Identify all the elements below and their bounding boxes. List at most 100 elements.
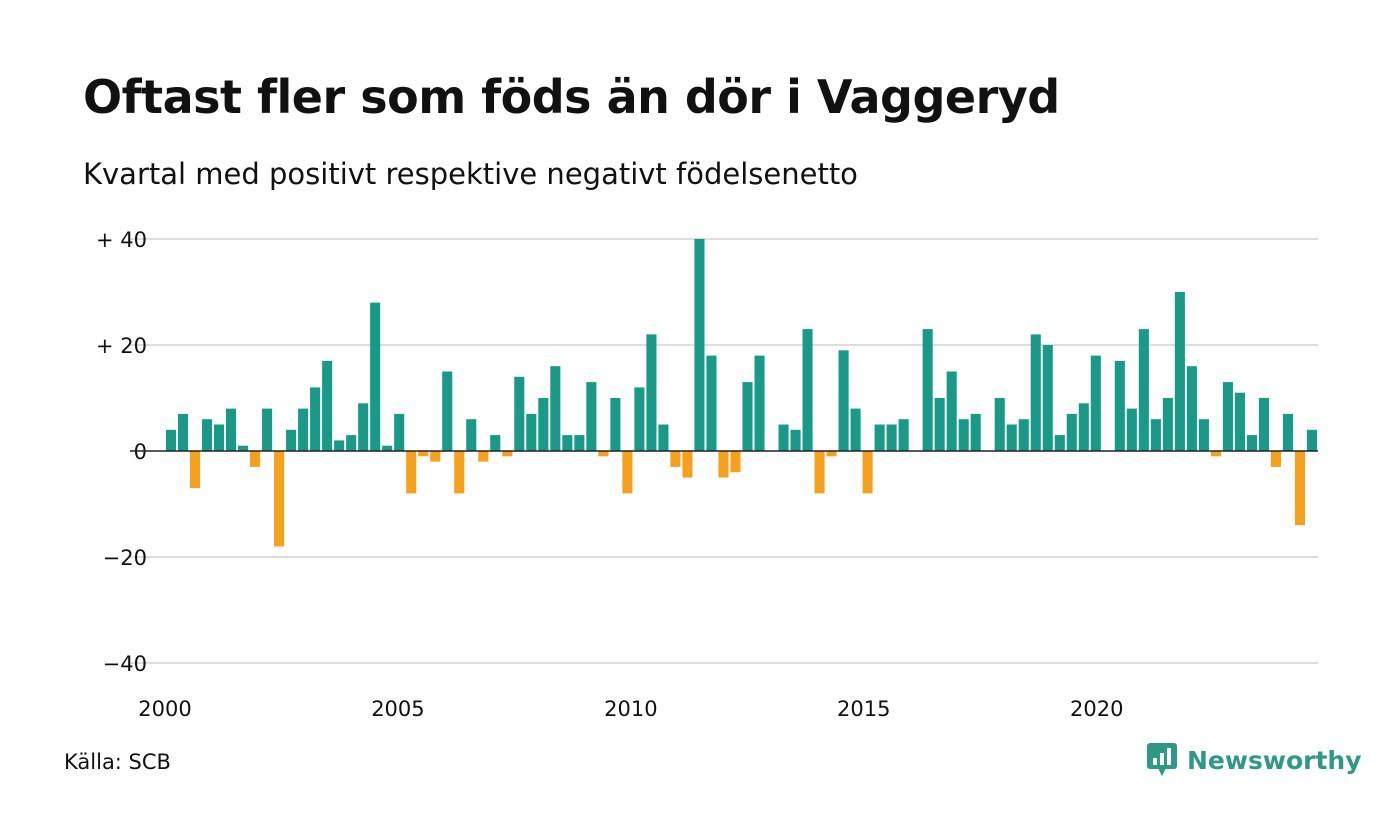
bar bbox=[550, 366, 561, 451]
bar bbox=[358, 403, 369, 451]
bar bbox=[778, 424, 789, 451]
y-tick-label: −40 bbox=[103, 652, 147, 676]
brand-name: Newsworthy bbox=[1187, 745, 1362, 775]
x-tick-label: 2020 bbox=[1070, 697, 1123, 721]
bar bbox=[1054, 435, 1065, 451]
bar bbox=[466, 419, 477, 451]
bar bbox=[478, 451, 489, 462]
bar bbox=[958, 419, 969, 451]
bars bbox=[165, 239, 1318, 547]
bar bbox=[1186, 366, 1197, 451]
bar bbox=[1222, 382, 1233, 451]
bar bbox=[490, 435, 501, 451]
bar bbox=[682, 451, 693, 478]
bar bbox=[502, 451, 513, 457]
bar bbox=[1114, 360, 1125, 451]
bar bbox=[670, 451, 681, 467]
bar bbox=[1294, 451, 1306, 526]
bar bbox=[862, 451, 873, 494]
source-label: Källa: SCB bbox=[64, 750, 171, 774]
bar bbox=[165, 429, 177, 451]
bar bbox=[1126, 408, 1137, 451]
y-tick-label: + 40 bbox=[96, 228, 147, 252]
bar bbox=[1138, 329, 1149, 451]
bar bbox=[718, 451, 729, 478]
bar bbox=[838, 350, 849, 451]
bar bbox=[1306, 429, 1318, 451]
brand-logo: Newsworthy bbox=[1147, 743, 1362, 777]
bar bbox=[802, 329, 813, 451]
bar bbox=[970, 413, 981, 451]
bar bbox=[177, 413, 189, 451]
y-tick-label: 0 bbox=[134, 440, 147, 464]
bar bbox=[514, 376, 525, 451]
bar bbox=[382, 445, 393, 451]
bar bbox=[322, 360, 333, 451]
bar bbox=[310, 387, 321, 451]
bar bbox=[1090, 355, 1101, 451]
bar bbox=[754, 355, 765, 451]
bar bbox=[598, 451, 609, 457]
bar bbox=[274, 451, 285, 547]
bar bbox=[874, 424, 885, 451]
grid-lines bbox=[130, 238, 1318, 664]
bar bbox=[1234, 392, 1245, 451]
bar bbox=[922, 329, 933, 451]
bar bbox=[334, 440, 345, 451]
y-tick-label: −20 bbox=[103, 546, 147, 570]
bar bbox=[646, 334, 657, 451]
bar bbox=[994, 398, 1005, 451]
bar bbox=[418, 451, 429, 457]
bar bbox=[298, 408, 309, 451]
bar bbox=[694, 239, 705, 451]
bar bbox=[622, 451, 633, 494]
bar bbox=[1174, 292, 1185, 451]
bar bbox=[1006, 424, 1017, 451]
bar bbox=[946, 371, 957, 451]
bar bbox=[706, 355, 717, 451]
bar bbox=[1030, 334, 1041, 451]
bar bbox=[610, 398, 621, 451]
bar bbox=[898, 419, 909, 451]
bar bbox=[394, 413, 405, 451]
bar bbox=[201, 419, 213, 451]
bar bbox=[442, 371, 453, 451]
bar bbox=[886, 424, 897, 451]
x-axis-labels: 2000 2005 2010 2015 2020 bbox=[138, 697, 1123, 721]
bar bbox=[634, 387, 645, 451]
bar bbox=[826, 451, 837, 457]
bar bbox=[1210, 451, 1221, 457]
bar bbox=[1018, 419, 1029, 451]
y-tick-label: + 20 bbox=[96, 334, 147, 358]
bar bbox=[814, 451, 825, 494]
bar bbox=[430, 451, 441, 462]
bar bbox=[658, 424, 669, 451]
bar bbox=[1270, 451, 1282, 467]
bar bbox=[1078, 403, 1089, 451]
bar bbox=[934, 398, 945, 451]
bar bbox=[1066, 413, 1077, 451]
x-tick-label: 2005 bbox=[371, 697, 424, 721]
bar bbox=[286, 429, 297, 451]
chart-title: Oftast fler som föds än dör i Vaggeryd bbox=[83, 70, 1060, 124]
bar bbox=[526, 413, 537, 451]
bar bbox=[189, 451, 201, 489]
bar bbox=[538, 398, 549, 451]
bar bbox=[1258, 398, 1269, 451]
bar bbox=[250, 451, 261, 467]
bar bbox=[346, 435, 357, 451]
bar bbox=[1150, 419, 1161, 451]
bar bbox=[214, 424, 225, 451]
bar bbox=[1198, 419, 1209, 451]
bar bbox=[1246, 435, 1257, 451]
bar bbox=[262, 408, 273, 451]
bar bbox=[730, 451, 741, 473]
bar bbox=[790, 429, 801, 451]
x-tick-label: 2010 bbox=[604, 697, 657, 721]
y-axis-labels: + 40 + 20 0 −20 −40 bbox=[96, 228, 147, 676]
bar bbox=[406, 451, 417, 494]
bar bbox=[562, 435, 573, 451]
chart-subtitle: Kvartal med positivt respektive negativt… bbox=[83, 157, 858, 191]
x-tick-label: 2015 bbox=[837, 697, 890, 721]
